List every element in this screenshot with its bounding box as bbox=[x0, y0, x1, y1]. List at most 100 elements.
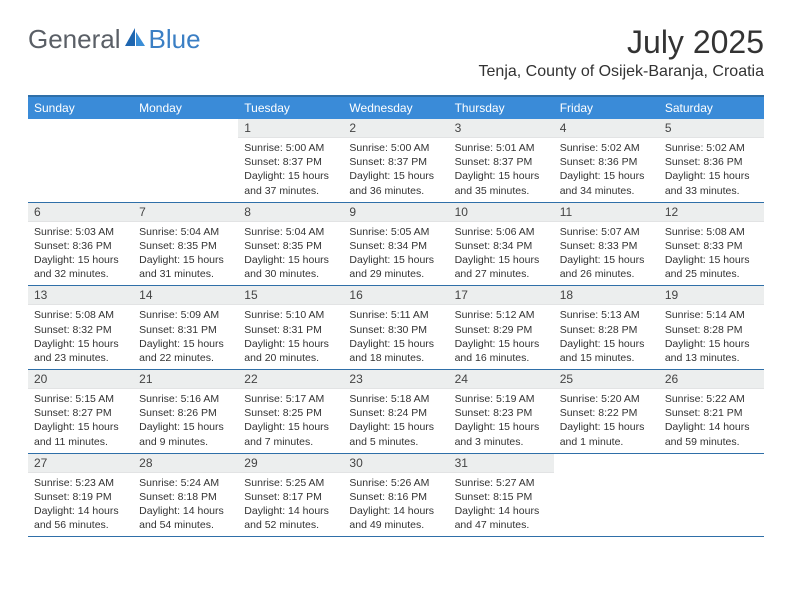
day-cell: 3Sunrise: 5:01 AMSunset: 8:37 PMDaylight… bbox=[449, 119, 554, 202]
day-number: 25 bbox=[554, 370, 659, 389]
day-number: 5 bbox=[659, 119, 764, 138]
day-number: 22 bbox=[238, 370, 343, 389]
week-row: 1Sunrise: 5:00 AMSunset: 8:37 PMDaylight… bbox=[28, 119, 764, 203]
day-info: Sunrise: 5:19 AMSunset: 8:23 PMDaylight:… bbox=[449, 389, 554, 453]
day-cell: 21Sunrise: 5:16 AMSunset: 8:26 PMDayligh… bbox=[133, 370, 238, 453]
day-number: 12 bbox=[659, 203, 764, 222]
weeks-container: 1Sunrise: 5:00 AMSunset: 8:37 PMDaylight… bbox=[28, 119, 764, 537]
day-cell: 8Sunrise: 5:04 AMSunset: 8:35 PMDaylight… bbox=[238, 203, 343, 286]
day-number bbox=[659, 454, 764, 458]
day-cell: 31Sunrise: 5:27 AMSunset: 8:15 PMDayligh… bbox=[449, 454, 554, 537]
weekday-label: Saturday bbox=[659, 97, 764, 119]
day-cell: 27Sunrise: 5:23 AMSunset: 8:19 PMDayligh… bbox=[28, 454, 133, 537]
day-cell bbox=[659, 454, 764, 537]
day-info: Sunrise: 5:23 AMSunset: 8:19 PMDaylight:… bbox=[28, 473, 133, 537]
day-info: Sunrise: 5:01 AMSunset: 8:37 PMDaylight:… bbox=[449, 138, 554, 202]
day-info: Sunrise: 5:04 AMSunset: 8:35 PMDaylight:… bbox=[238, 222, 343, 286]
day-info: Sunrise: 5:13 AMSunset: 8:28 PMDaylight:… bbox=[554, 305, 659, 369]
day-number: 20 bbox=[28, 370, 133, 389]
day-number: 2 bbox=[343, 119, 448, 138]
day-cell: 30Sunrise: 5:26 AMSunset: 8:16 PMDayligh… bbox=[343, 454, 448, 537]
day-cell: 10Sunrise: 5:06 AMSunset: 8:34 PMDayligh… bbox=[449, 203, 554, 286]
day-number bbox=[554, 454, 659, 458]
day-info: Sunrise: 5:09 AMSunset: 8:31 PMDaylight:… bbox=[133, 305, 238, 369]
calendar: Sunday Monday Tuesday Wednesday Thursday… bbox=[28, 95, 764, 537]
weekday-label: Thursday bbox=[449, 97, 554, 119]
week-row: 6Sunrise: 5:03 AMSunset: 8:36 PMDaylight… bbox=[28, 203, 764, 287]
day-cell: 6Sunrise: 5:03 AMSunset: 8:36 PMDaylight… bbox=[28, 203, 133, 286]
day-number: 23 bbox=[343, 370, 448, 389]
week-row: 27Sunrise: 5:23 AMSunset: 8:19 PMDayligh… bbox=[28, 454, 764, 538]
day-number: 4 bbox=[554, 119, 659, 138]
day-info: Sunrise: 5:14 AMSunset: 8:28 PMDaylight:… bbox=[659, 305, 764, 369]
day-cell: 18Sunrise: 5:13 AMSunset: 8:28 PMDayligh… bbox=[554, 286, 659, 369]
day-number: 18 bbox=[554, 286, 659, 305]
weekday-label: Wednesday bbox=[343, 97, 448, 119]
week-row: 20Sunrise: 5:15 AMSunset: 8:27 PMDayligh… bbox=[28, 370, 764, 454]
day-cell bbox=[133, 119, 238, 202]
location-text: Tenja, County of Osijek-Baranja, Croatia bbox=[479, 63, 764, 81]
day-cell: 19Sunrise: 5:14 AMSunset: 8:28 PMDayligh… bbox=[659, 286, 764, 369]
day-cell: 13Sunrise: 5:08 AMSunset: 8:32 PMDayligh… bbox=[28, 286, 133, 369]
day-cell: 14Sunrise: 5:09 AMSunset: 8:31 PMDayligh… bbox=[133, 286, 238, 369]
day-info: Sunrise: 5:20 AMSunset: 8:22 PMDaylight:… bbox=[554, 389, 659, 453]
day-cell: 2Sunrise: 5:00 AMSunset: 8:37 PMDaylight… bbox=[343, 119, 448, 202]
day-info: Sunrise: 5:02 AMSunset: 8:36 PMDaylight:… bbox=[659, 138, 764, 202]
day-number: 8 bbox=[238, 203, 343, 222]
header: General Blue July 2025 Tenja, County of … bbox=[0, 0, 792, 85]
day-info: Sunrise: 5:27 AMSunset: 8:15 PMDaylight:… bbox=[449, 473, 554, 537]
weekday-label: Monday bbox=[133, 97, 238, 119]
day-cell: 22Sunrise: 5:17 AMSunset: 8:25 PMDayligh… bbox=[238, 370, 343, 453]
day-info: Sunrise: 5:05 AMSunset: 8:34 PMDaylight:… bbox=[343, 222, 448, 286]
day-number: 30 bbox=[343, 454, 448, 473]
day-number: 15 bbox=[238, 286, 343, 305]
day-cell: 1Sunrise: 5:00 AMSunset: 8:37 PMDaylight… bbox=[238, 119, 343, 202]
day-cell bbox=[28, 119, 133, 202]
month-title: July 2025 bbox=[479, 24, 764, 61]
day-cell bbox=[554, 454, 659, 537]
day-info: Sunrise: 5:10 AMSunset: 8:31 PMDaylight:… bbox=[238, 305, 343, 369]
day-number: 1 bbox=[238, 119, 343, 138]
day-number bbox=[133, 119, 238, 123]
day-info: Sunrise: 5:03 AMSunset: 8:36 PMDaylight:… bbox=[28, 222, 133, 286]
day-cell: 20Sunrise: 5:15 AMSunset: 8:27 PMDayligh… bbox=[28, 370, 133, 453]
day-number: 26 bbox=[659, 370, 764, 389]
day-info: Sunrise: 5:16 AMSunset: 8:26 PMDaylight:… bbox=[133, 389, 238, 453]
day-number: 6 bbox=[28, 203, 133, 222]
day-cell: 17Sunrise: 5:12 AMSunset: 8:29 PMDayligh… bbox=[449, 286, 554, 369]
weekday-label: Tuesday bbox=[238, 97, 343, 119]
day-cell: 15Sunrise: 5:10 AMSunset: 8:31 PMDayligh… bbox=[238, 286, 343, 369]
logo-text-general: General bbox=[28, 24, 121, 55]
day-info: Sunrise: 5:15 AMSunset: 8:27 PMDaylight:… bbox=[28, 389, 133, 453]
day-cell: 7Sunrise: 5:04 AMSunset: 8:35 PMDaylight… bbox=[133, 203, 238, 286]
week-row: 13Sunrise: 5:08 AMSunset: 8:32 PMDayligh… bbox=[28, 286, 764, 370]
day-number: 17 bbox=[449, 286, 554, 305]
title-block: July 2025 Tenja, County of Osijek-Baranj… bbox=[479, 24, 764, 81]
day-cell: 16Sunrise: 5:11 AMSunset: 8:30 PMDayligh… bbox=[343, 286, 448, 369]
day-number: 28 bbox=[133, 454, 238, 473]
day-info: Sunrise: 5:26 AMSunset: 8:16 PMDaylight:… bbox=[343, 473, 448, 537]
logo-text-blue: Blue bbox=[149, 24, 201, 55]
day-info: Sunrise: 5:06 AMSunset: 8:34 PMDaylight:… bbox=[449, 222, 554, 286]
day-cell: 9Sunrise: 5:05 AMSunset: 8:34 PMDaylight… bbox=[343, 203, 448, 286]
day-cell: 28Sunrise: 5:24 AMSunset: 8:18 PMDayligh… bbox=[133, 454, 238, 537]
day-info: Sunrise: 5:02 AMSunset: 8:36 PMDaylight:… bbox=[554, 138, 659, 202]
day-info: Sunrise: 5:12 AMSunset: 8:29 PMDaylight:… bbox=[449, 305, 554, 369]
day-info: Sunrise: 5:00 AMSunset: 8:37 PMDaylight:… bbox=[343, 138, 448, 202]
day-cell: 24Sunrise: 5:19 AMSunset: 8:23 PMDayligh… bbox=[449, 370, 554, 453]
day-number: 16 bbox=[343, 286, 448, 305]
day-info: Sunrise: 5:04 AMSunset: 8:35 PMDaylight:… bbox=[133, 222, 238, 286]
logo: General Blue bbox=[28, 24, 201, 55]
day-info: Sunrise: 5:00 AMSunset: 8:37 PMDaylight:… bbox=[238, 138, 343, 202]
day-number: 31 bbox=[449, 454, 554, 473]
day-cell: 4Sunrise: 5:02 AMSunset: 8:36 PMDaylight… bbox=[554, 119, 659, 202]
day-number: 9 bbox=[343, 203, 448, 222]
weekday-label: Sunday bbox=[28, 97, 133, 119]
day-number: 21 bbox=[133, 370, 238, 389]
day-cell: 12Sunrise: 5:08 AMSunset: 8:33 PMDayligh… bbox=[659, 203, 764, 286]
day-number: 29 bbox=[238, 454, 343, 473]
day-info: Sunrise: 5:07 AMSunset: 8:33 PMDaylight:… bbox=[554, 222, 659, 286]
day-info: Sunrise: 5:18 AMSunset: 8:24 PMDaylight:… bbox=[343, 389, 448, 453]
day-info: Sunrise: 5:17 AMSunset: 8:25 PMDaylight:… bbox=[238, 389, 343, 453]
day-number: 11 bbox=[554, 203, 659, 222]
